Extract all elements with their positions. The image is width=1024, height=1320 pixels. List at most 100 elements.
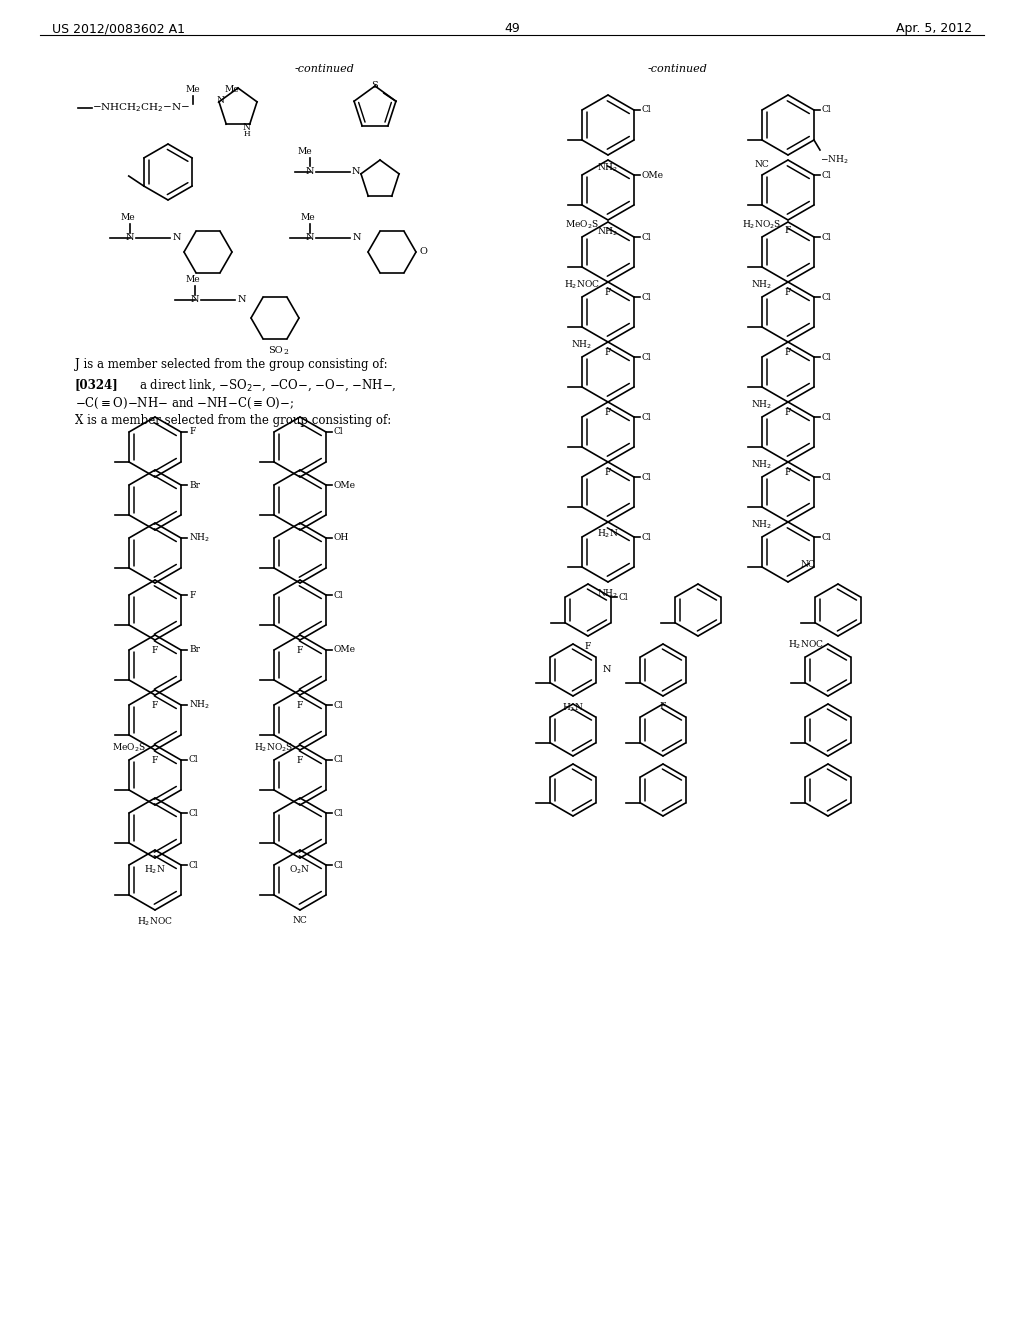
Text: F: F: [152, 756, 158, 766]
Text: Cl: Cl: [334, 428, 344, 437]
Text: NH$_2$: NH$_2$: [597, 226, 618, 239]
Text: a direct link, $-$SO$_2$$-$, $-$CO$-$, $-$O$-$, $-$NH$-$,: a direct link, $-$SO$_2$$-$, $-$CO$-$, $…: [128, 378, 396, 393]
Text: $-$C($\equiv$O)$-$NH$-$ and $-$NH$-$C($\equiv$O)$-$;: $-$C($\equiv$O)$-$NH$-$ and $-$NH$-$C($\…: [75, 396, 294, 411]
Text: F: F: [297, 701, 303, 710]
Text: Cl: Cl: [334, 701, 344, 710]
Text: Cl: Cl: [822, 412, 831, 421]
Text: Cl: Cl: [822, 532, 831, 541]
Text: NH$_2$: NH$_2$: [597, 161, 618, 173]
Text: F: F: [784, 288, 792, 297]
Text: J is a member selected from the group consisting of:: J is a member selected from the group co…: [75, 358, 388, 371]
Text: Cl: Cl: [189, 808, 199, 817]
Text: Apr. 5, 2012: Apr. 5, 2012: [896, 22, 972, 36]
Text: NH$_2$: NH$_2$: [752, 279, 773, 290]
Text: Cl: Cl: [334, 755, 344, 764]
Text: NC: NC: [801, 560, 815, 569]
Text: N: N: [306, 234, 314, 243]
Text: N: N: [603, 665, 611, 675]
Text: NH$_2$: NH$_2$: [571, 338, 593, 351]
Text: Cl: Cl: [822, 473, 831, 482]
Text: Cl: Cl: [642, 532, 651, 541]
Text: F: F: [784, 226, 792, 235]
Text: H$_2$NOC: H$_2$NOC: [137, 916, 173, 928]
Text: F: F: [659, 702, 667, 711]
Text: $-$NH$_2$: $-$NH$_2$: [820, 154, 849, 166]
Text: F: F: [189, 590, 196, 599]
Text: F: F: [605, 408, 611, 417]
Text: Cl: Cl: [334, 808, 344, 817]
Text: -continued: -continued: [648, 63, 708, 74]
Text: Cl: Cl: [642, 352, 651, 362]
Text: Cl: Cl: [642, 232, 651, 242]
Text: Cl: Cl: [189, 755, 199, 764]
Text: S: S: [372, 82, 379, 91]
Text: H$_2$NOC: H$_2$NOC: [787, 639, 823, 651]
Text: F: F: [585, 642, 591, 651]
Text: 49: 49: [504, 22, 520, 36]
Text: N: N: [190, 296, 200, 305]
Text: F: F: [605, 469, 611, 477]
Text: 2: 2: [283, 348, 288, 356]
Text: F: F: [784, 348, 792, 356]
Text: H$_2$N: H$_2$N: [562, 702, 584, 714]
Text: Cl: Cl: [642, 293, 651, 301]
Text: H$_2$NO$_2$S: H$_2$NO$_2$S: [742, 219, 781, 231]
Text: F: F: [784, 469, 792, 477]
Text: F: F: [605, 288, 611, 297]
Text: O: O: [420, 248, 428, 256]
Text: Cl: Cl: [642, 412, 651, 421]
Text: N: N: [216, 96, 224, 106]
Text: H$_2$N: H$_2$N: [144, 865, 166, 876]
Text: Me: Me: [298, 147, 312, 156]
Text: NH$_2$: NH$_2$: [752, 519, 773, 531]
Text: NH$_2$: NH$_2$: [597, 587, 618, 601]
Text: OMe: OMe: [334, 480, 356, 490]
Text: Cl: Cl: [822, 170, 831, 180]
Text: N: N: [243, 123, 251, 132]
Text: Me: Me: [185, 275, 201, 284]
Text: Cl: Cl: [642, 106, 651, 115]
Text: MeO$_2$S: MeO$_2$S: [113, 742, 145, 754]
Text: Cl: Cl: [334, 590, 344, 599]
Text: OH: OH: [334, 533, 349, 543]
Text: Br: Br: [189, 645, 200, 655]
Text: Cl: Cl: [334, 861, 344, 870]
Text: Cl: Cl: [822, 106, 831, 115]
Text: NH$_2$: NH$_2$: [752, 458, 773, 471]
Text: N: N: [306, 168, 314, 177]
Text: OMe: OMe: [334, 645, 356, 655]
Text: NH$_2$: NH$_2$: [189, 698, 210, 711]
Text: Me: Me: [185, 84, 201, 94]
Text: F: F: [152, 701, 158, 710]
Text: Cl: Cl: [822, 293, 831, 301]
Text: NC: NC: [755, 160, 769, 169]
Text: SO: SO: [267, 346, 283, 355]
Text: F: F: [297, 645, 303, 655]
Text: Cl: Cl: [618, 593, 628, 602]
Text: OMe: OMe: [642, 170, 664, 180]
Text: H$_2$NOC: H$_2$NOC: [564, 279, 600, 290]
Text: Me: Me: [121, 213, 135, 222]
Text: Br: Br: [189, 480, 200, 490]
Text: NC: NC: [293, 916, 307, 925]
Text: N: N: [352, 168, 360, 177]
Text: N: N: [126, 234, 134, 243]
Text: $-$NHCH$_2$CH$_2$$-$N$-$: $-$NHCH$_2$CH$_2$$-$N$-$: [92, 102, 190, 115]
Text: NH$_2$: NH$_2$: [752, 399, 773, 411]
Text: Cl: Cl: [642, 473, 651, 482]
Text: N: N: [352, 234, 361, 243]
Text: N: N: [173, 234, 181, 243]
Text: Cl: Cl: [189, 861, 199, 870]
Text: NH$_2$: NH$_2$: [189, 532, 210, 544]
Text: N: N: [238, 296, 246, 305]
Text: O$_2$N: O$_2$N: [290, 865, 310, 876]
Text: -continued: -continued: [295, 63, 355, 74]
Text: X is a member selected from the group consisting of:: X is a member selected from the group co…: [75, 414, 391, 426]
Text: H: H: [244, 131, 250, 139]
Text: US 2012/0083602 A1: US 2012/0083602 A1: [52, 22, 185, 36]
Text: F: F: [297, 756, 303, 766]
Text: F: F: [605, 348, 611, 356]
Text: F: F: [152, 645, 158, 655]
Text: F: F: [189, 428, 196, 437]
Text: H$_2$NO$_2$S: H$_2$NO$_2$S: [254, 742, 294, 754]
